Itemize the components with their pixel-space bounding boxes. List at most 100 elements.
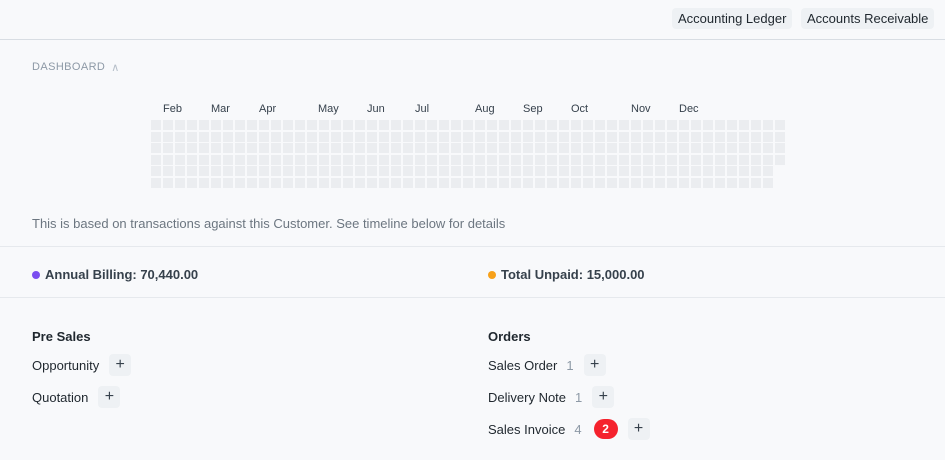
- heatmap-day-cell: [511, 166, 521, 176]
- add-quotation-button[interactable]: +: [98, 386, 121, 408]
- heatmap-day-cell: [487, 154, 497, 165]
- heatmap-day-cell: [379, 143, 389, 153]
- heatmap-day-cell: [379, 166, 389, 176]
- heatmap-day-cell: [631, 154, 641, 165]
- add-opportunity-button[interactable]: +: [109, 354, 132, 376]
- chevron-up-icon[interactable]: ∧: [111, 62, 120, 74]
- heatmap-day-cell: [547, 166, 557, 176]
- heatmap-day-cell: [763, 120, 773, 130]
- heatmap-day-cell: [499, 166, 509, 176]
- heatmap-day-cell: [751, 120, 761, 130]
- heatmap-day-cell: [667, 120, 677, 130]
- heatmap-day-cell: [727, 120, 737, 130]
- heatmap-day-cell: [487, 131, 497, 142]
- heatmap-day-cell: [607, 154, 617, 165]
- heatmap-day-cell: [163, 154, 173, 165]
- heatmap-day-cell: [703, 143, 713, 153]
- heatmap-day-cell: [499, 177, 509, 188]
- heatmap-day-cell: [739, 177, 749, 188]
- heatmap-day-cell: [451, 131, 461, 142]
- accounts-receivable-button[interactable]: Accounts Receivable: [801, 8, 935, 29]
- heatmap-day-cell: [511, 131, 521, 142]
- heatmap-day-cell: [235, 154, 245, 165]
- delivery-note-count: 1: [575, 389, 583, 405]
- heatmap-day-cell: [595, 154, 605, 165]
- heatmap-day-cell: [403, 120, 413, 130]
- heatmap-day-cell: [703, 131, 713, 142]
- heatmap-day-cell: [295, 143, 305, 153]
- sales-order-link[interactable]: Sales Order: [488, 357, 558, 373]
- heatmap-day-cell: [187, 120, 197, 130]
- heatmap-month-label: Apr: [259, 103, 277, 115]
- pre-sales-title: Pre Sales: [32, 329, 91, 344]
- heatmap-day-cell: [451, 154, 461, 165]
- heatmap-day-cell: [283, 120, 293, 130]
- heatmap-day-cell: [307, 166, 317, 176]
- heatmap-day-cell: [691, 154, 701, 165]
- heatmap-day-cell: [343, 154, 353, 165]
- heatmap-day-cell: [439, 120, 449, 130]
- heatmap-day-cell: [439, 131, 449, 142]
- heatmap-day-cell: [595, 177, 605, 188]
- heatmap-day-cell: [163, 177, 173, 188]
- heatmap-day-cell: [307, 143, 317, 153]
- heatmap-day-cell: [415, 143, 425, 153]
- heatmap-day-cell: [271, 177, 281, 188]
- heatmap-day-cell: [295, 177, 305, 188]
- heatmap-day-cell: [451, 120, 461, 130]
- heatmap-day-cell: [211, 177, 221, 188]
- heatmap-day-cell: [643, 166, 653, 176]
- heatmap-day-cell: [607, 120, 617, 130]
- heatmap-day-cell: [235, 120, 245, 130]
- heatmap-day-cell: [355, 154, 365, 165]
- heatmap-day-cell: [547, 143, 557, 153]
- delivery-note-link[interactable]: Delivery Note: [488, 389, 567, 405]
- dashboard-section-header[interactable]: DASHBOARD ∧: [32, 60, 120, 75]
- heatmap-day-cell: [355, 177, 365, 188]
- heatmap-day-cell: [667, 131, 677, 142]
- sales-order-row: Sales Order 1 +: [488, 354, 606, 376]
- heatmap-day-cell: [559, 177, 569, 188]
- accounting-ledger-button[interactable]: Accounting Ledger: [672, 8, 793, 29]
- heatmap-day-cell: [595, 131, 605, 142]
- opportunity-link[interactable]: Opportunity: [32, 357, 100, 373]
- heatmap-day-cell: [751, 166, 761, 176]
- heatmap-day-cell: [727, 166, 737, 176]
- heatmap-day-cell: [607, 166, 617, 176]
- heatmap-day-cell: [595, 166, 605, 176]
- heatmap-day-cell: [475, 154, 485, 165]
- heatmap-day-cell: [739, 120, 749, 130]
- heatmap-day-cell: [679, 143, 689, 153]
- heatmap-day-cell: [595, 120, 605, 130]
- heatmap-day-cell: [571, 166, 581, 176]
- heatmap-day-cell: [559, 166, 569, 176]
- heatmap-day-cell: [223, 166, 233, 176]
- orders-title: Orders: [488, 329, 531, 344]
- quotation-link[interactable]: Quotation: [32, 389, 89, 405]
- heatmap-day-cell: [295, 120, 305, 130]
- heatmap-day-cell: [187, 143, 197, 153]
- heatmap-day-cell: [523, 154, 533, 165]
- heatmap-month-label: May: [318, 103, 339, 115]
- heatmap-day-cell: [367, 177, 377, 188]
- heatmap-day-cell: [223, 120, 233, 130]
- add-sales-invoice-button[interactable]: +: [627, 418, 650, 440]
- heatmap-day-cell: [295, 166, 305, 176]
- heatmap-day-cell: [199, 166, 209, 176]
- heatmap-day-cell: [751, 154, 761, 165]
- heatmap-day-cell: [199, 120, 209, 130]
- add-delivery-note-button[interactable]: +: [592, 386, 615, 408]
- heatmap-day-cell: [271, 154, 281, 165]
- heatmap-day-cell: [331, 154, 341, 165]
- heatmap-day-cell: [307, 177, 317, 188]
- heatmap-day-cell: [655, 177, 665, 188]
- sales-invoice-link[interactable]: Sales Invoice: [488, 421, 566, 437]
- heatmap-day-cell: [307, 154, 317, 165]
- heatmap-month-label: Aug: [475, 103, 495, 115]
- sales-invoice-notification-badge[interactable]: 2: [593, 419, 618, 439]
- heatmap-day-cell: [187, 177, 197, 188]
- heatmap-day-cell: [619, 154, 629, 165]
- heatmap-day-cell: [451, 143, 461, 153]
- add-sales-order-button[interactable]: +: [583, 354, 606, 376]
- heatmap-day-cell: [355, 120, 365, 130]
